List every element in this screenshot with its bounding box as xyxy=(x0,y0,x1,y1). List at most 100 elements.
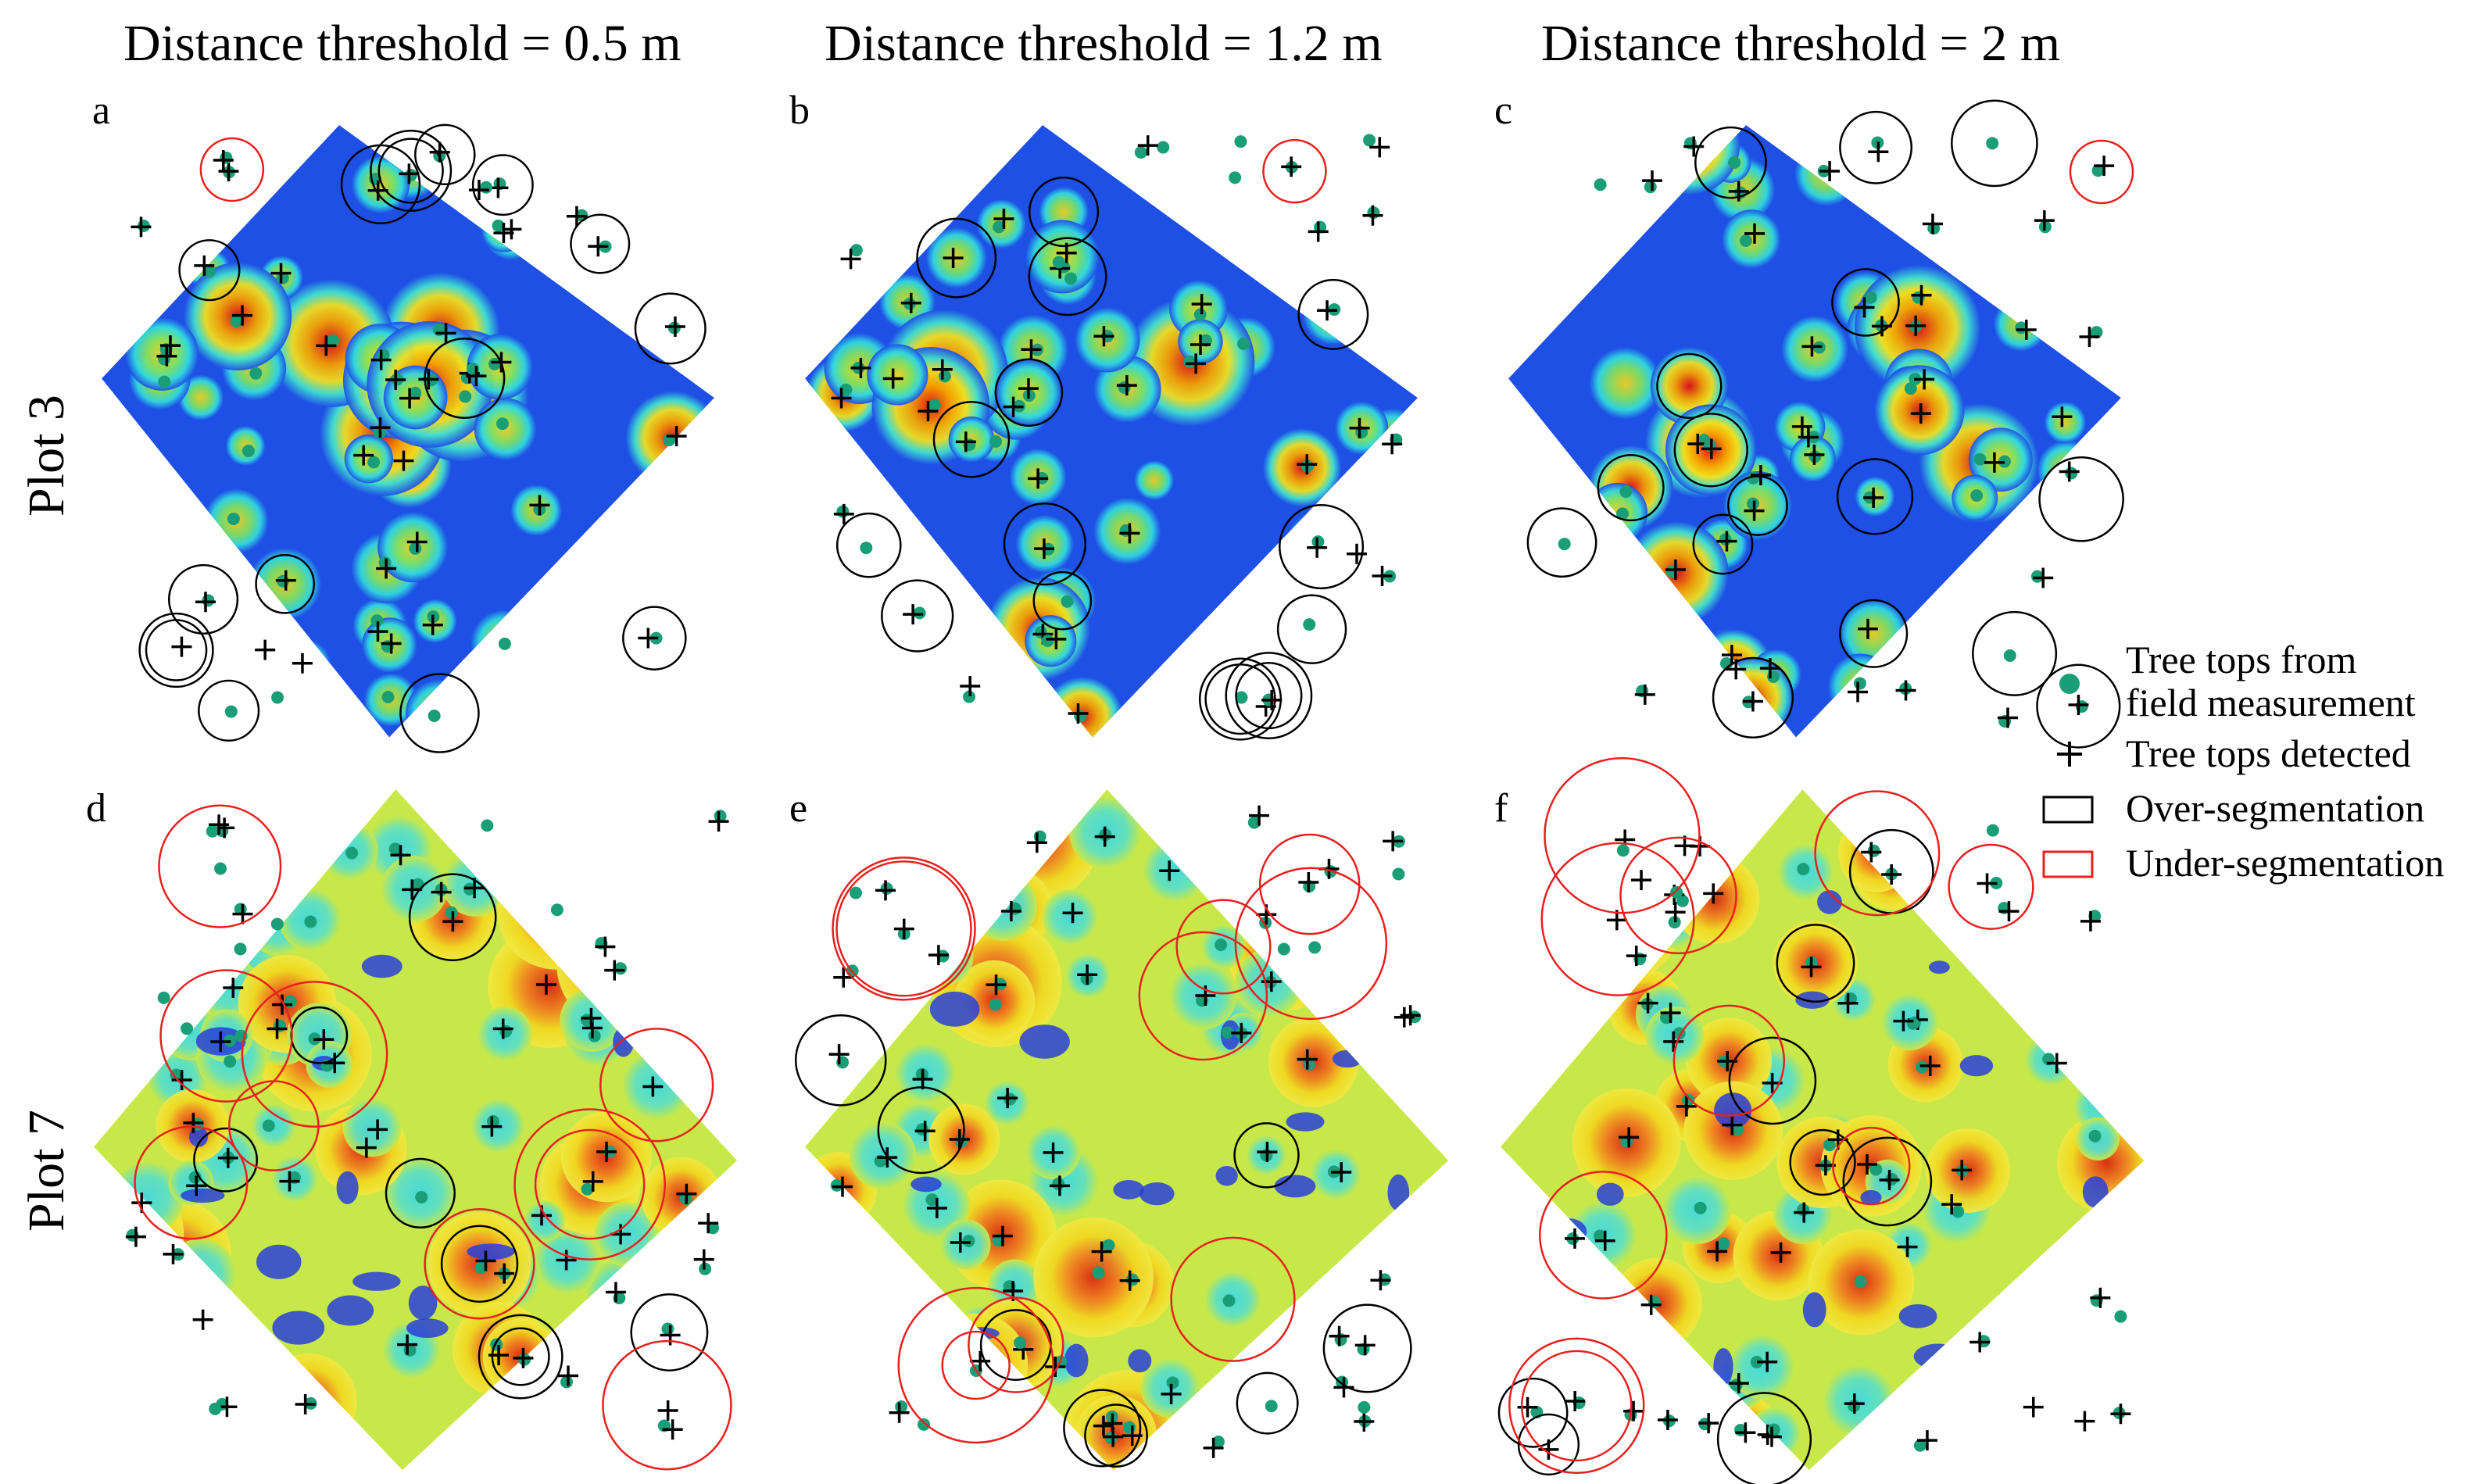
under-segmentation-circle xyxy=(602,1339,732,1471)
over-segmentation-circle xyxy=(168,563,239,635)
detected-tree-top xyxy=(596,1141,617,1162)
over-segmentation-circle xyxy=(1951,99,2038,188)
field-tree-top xyxy=(1221,1026,1234,1039)
field-tree-top xyxy=(388,842,402,856)
over-segmentation-circle xyxy=(1776,924,1855,1003)
field-tree-top xyxy=(1235,691,1248,704)
detected-tree-top xyxy=(1565,1228,1586,1249)
detected-tree-top xyxy=(475,1250,496,1271)
field-tree-top xyxy=(2088,1129,2102,1143)
field-tree-top xyxy=(241,445,255,458)
over-segmentation-circle xyxy=(1526,507,1597,578)
field-tree-top xyxy=(1853,677,1866,690)
over-segmentation-circle xyxy=(1656,352,1723,420)
detected-tree-top xyxy=(255,639,276,660)
field-tree-top xyxy=(474,1261,488,1275)
detected-tree-top xyxy=(997,1088,1018,1109)
detected-tree-top xyxy=(610,1224,631,1245)
detected-tree-top xyxy=(1619,1127,1640,1148)
detected-tree-top xyxy=(912,1069,933,1090)
detected-tree-top xyxy=(2080,910,2101,932)
under-segmentation-circle xyxy=(1832,1126,1911,1206)
detected-tree-top xyxy=(1916,1430,1937,1451)
over-segmentation-circle xyxy=(1003,502,1086,586)
detected-tree-top xyxy=(1837,992,1859,1014)
field-tree-top xyxy=(1074,710,1087,723)
field-tree-top xyxy=(850,244,863,257)
over-segmentation-circle xyxy=(370,129,453,213)
detected-tree-top xyxy=(1062,903,1083,924)
detected-tree-top xyxy=(1369,137,1390,158)
over-segmentation-circle xyxy=(1839,599,1909,668)
field-tree-top xyxy=(249,367,263,380)
detected-tree-top xyxy=(1308,221,1329,242)
over-segmentation-circle xyxy=(570,213,631,274)
detected-tree-top xyxy=(466,366,487,387)
under-segmentation-circle xyxy=(1948,843,2034,930)
detected-tree-top xyxy=(558,1365,579,1386)
detected-tree-top xyxy=(370,349,392,370)
detected-tree-top xyxy=(900,292,921,313)
detected-tree-top xyxy=(2110,1404,2131,1425)
over-segmentation-circle xyxy=(1972,610,2058,696)
field-tree-top xyxy=(588,1029,601,1042)
field-tree-top xyxy=(1092,1266,1105,1279)
detected-tree-top xyxy=(1641,170,1662,191)
detected-tree-top xyxy=(217,1147,238,1168)
over-segmentation-circle xyxy=(1839,110,1913,184)
detected-tree-top xyxy=(353,445,374,466)
detected-tree-top xyxy=(666,426,687,447)
field-tree-top xyxy=(913,606,926,620)
over-segmentation-circle xyxy=(1084,1404,1148,1468)
detected-tree-top xyxy=(992,1225,1013,1246)
over-segmentation-icon xyxy=(2042,796,2094,824)
detected-tree-top xyxy=(442,911,463,932)
detected-tree-top xyxy=(218,161,239,182)
field-tree-top xyxy=(234,942,247,956)
over-segmentation-circle xyxy=(1063,1389,1142,1468)
detected-tree-top xyxy=(393,450,414,471)
detected-tree-top xyxy=(1116,375,1137,396)
detected-marker-icon xyxy=(2057,742,2082,767)
field-tree-top xyxy=(1234,135,1247,148)
detected-tree-top xyxy=(1857,618,1878,639)
detected-tree-top xyxy=(1317,300,1338,321)
panel-a-map xyxy=(102,123,714,753)
detected-tree-top xyxy=(832,1176,853,1197)
detected-tree-top xyxy=(1298,871,1319,892)
detected-tree-top xyxy=(270,263,292,284)
detected-tree-top xyxy=(279,1171,300,1192)
detected-tree-top xyxy=(2094,156,2115,177)
detected-tree-top xyxy=(1370,1270,1391,1291)
detected-tree-top xyxy=(955,431,976,452)
detected-tree-top xyxy=(1897,1236,1918,1257)
field-tree-top xyxy=(1102,1239,1115,1252)
field-tree-top xyxy=(415,1190,428,1203)
detected-tree-top xyxy=(1683,136,1705,157)
field-tree-top xyxy=(1616,507,1630,520)
detected-tree-top xyxy=(581,1007,602,1028)
detected-tree-top xyxy=(1914,369,1935,390)
detected-tree-top xyxy=(1721,645,1742,666)
field-tree-top xyxy=(860,542,873,555)
detected-tree-top xyxy=(494,1263,515,1284)
detected-tree-top xyxy=(1660,1003,1681,1024)
panel-d-map xyxy=(94,789,738,1471)
over-segmentation-circle xyxy=(1028,237,1107,316)
over-segmentation-circle xyxy=(1497,1377,1569,1448)
field-tree-top xyxy=(1682,1093,1695,1107)
detected-tree-top xyxy=(1347,543,1368,564)
field-tree-top xyxy=(917,1418,930,1431)
detected-tree-top xyxy=(1362,205,1383,226)
detected-tree-top xyxy=(390,845,411,866)
detected-tree-top xyxy=(1565,1391,1586,1411)
detected-tree-top xyxy=(1744,223,1766,244)
under-segmentation-circle xyxy=(513,1108,666,1261)
detected-tree-top xyxy=(381,633,402,654)
panel-f-map xyxy=(1497,756,2145,1484)
over-segmentation-circle xyxy=(994,358,1064,427)
detected-tree-top xyxy=(1033,538,1054,560)
detected-tree-top xyxy=(1018,378,1039,399)
detected-tree-top xyxy=(195,592,216,613)
detected-tree-top xyxy=(1028,468,1049,489)
